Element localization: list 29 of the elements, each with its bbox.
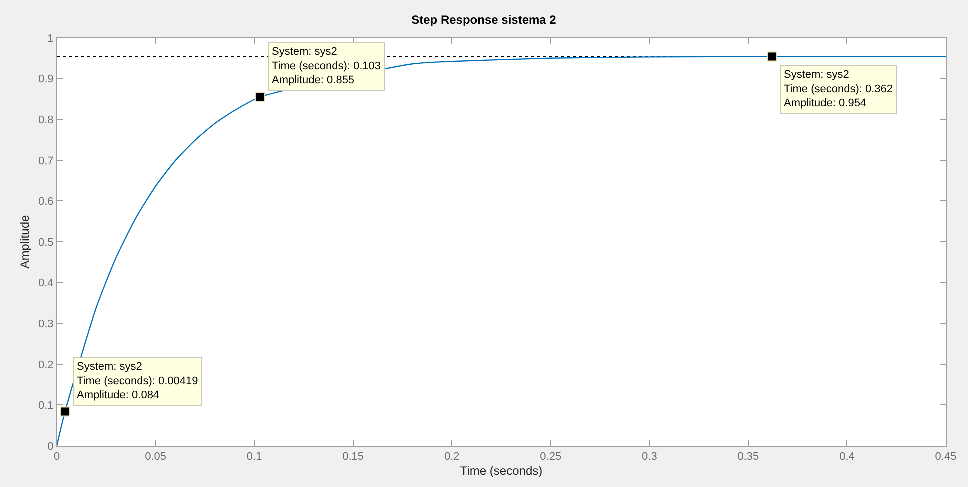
point — [255, 92, 266, 102]
y-tick-label: 0.6 — [38, 196, 54, 208]
annotation: System: sys2 Time (seconds): 0.103 Amplitude: 0.855 — [272, 46, 382, 87]
point — [767, 52, 778, 62]
y-tick-label: 0.5 — [38, 236, 54, 249]
y-tick-label: 1 — [48, 32, 54, 45]
y-tick-label: 0.9 — [38, 74, 54, 86]
y-tick-label: 0.4 — [38, 278, 54, 290]
annotation: System: sys2 Time (seconds): 0.00419 Amplitude: 0.084 — [77, 361, 198, 402]
x-tick-label: 0.45 — [935, 451, 957, 464]
x-tick-label: 0.05 — [145, 451, 166, 464]
y-tick-label: 0.3 — [38, 318, 54, 330]
y-axis-title: Amplitude — [18, 215, 32, 269]
x-tick-label: 0.15 — [342, 451, 364, 464]
y-tick-label: 0.1 — [38, 400, 54, 412]
x-tick-label: 0.1 — [246, 451, 262, 464]
y-tick-label: 0.8 — [38, 114, 54, 126]
point — [60, 406, 70, 417]
x-tick-label: 0.2 — [444, 451, 460, 464]
x-tick-label: 0.25 — [540, 451, 562, 464]
chart-title: Step Response sistema 2 — [412, 13, 557, 28]
annotation: System: sys2 Time (seconds): 0.362 Amplitude: 0.954 — [784, 69, 894, 110]
y-tick-label: 0 — [48, 440, 54, 453]
y-tick-label: 0.2 — [38, 359, 54, 372]
x-tick-label: 0.3 — [642, 451, 658, 464]
x-tick-label: 0.4 — [840, 451, 855, 464]
x-axis-title: Time (seconds) — [460, 464, 543, 478]
x-tick-label: 0.35 — [738, 451, 760, 464]
y-tick-label: 0.7 — [38, 155, 54, 168]
